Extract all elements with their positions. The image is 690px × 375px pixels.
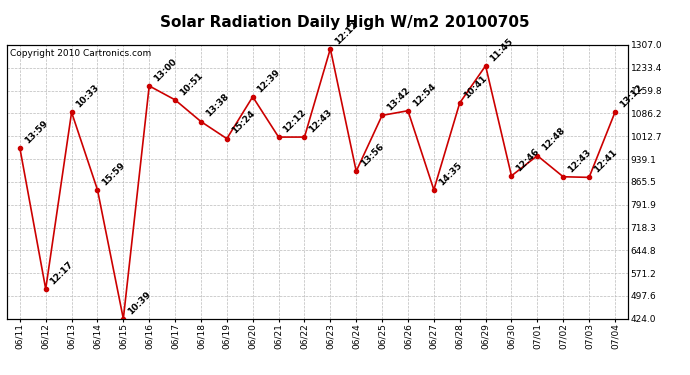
Text: 12:39: 12:39 xyxy=(255,67,282,94)
Text: 13:00: 13:00 xyxy=(152,57,179,83)
Text: 12:12: 12:12 xyxy=(333,20,359,46)
Text: Copyright 2010 Cartronics.com: Copyright 2010 Cartronics.com xyxy=(10,49,151,58)
Text: 14:35: 14:35 xyxy=(437,160,463,187)
Text: 13:12: 13:12 xyxy=(618,83,644,110)
Text: 10:51: 10:51 xyxy=(178,70,204,97)
Text: 10:39: 10:39 xyxy=(126,290,152,316)
Text: 10:41: 10:41 xyxy=(462,74,489,100)
Text: 12:41: 12:41 xyxy=(592,148,618,175)
Text: 13:42: 13:42 xyxy=(385,86,411,112)
Text: 12:12: 12:12 xyxy=(282,108,308,134)
Text: 15:24: 15:24 xyxy=(230,109,256,136)
Text: 12:48: 12:48 xyxy=(540,126,566,153)
Text: 13:56: 13:56 xyxy=(359,142,386,168)
Text: 12:43: 12:43 xyxy=(566,147,593,174)
Text: 12:54: 12:54 xyxy=(411,81,437,108)
Text: 12:43: 12:43 xyxy=(307,108,334,134)
Text: 10:33: 10:33 xyxy=(75,83,101,110)
Text: 13:59: 13:59 xyxy=(23,118,49,145)
Text: 12:17: 12:17 xyxy=(48,260,75,286)
Text: 13:38: 13:38 xyxy=(204,92,230,119)
Text: 11:45: 11:45 xyxy=(489,36,515,63)
Text: 12:46: 12:46 xyxy=(514,146,541,173)
Text: 15:59: 15:59 xyxy=(100,160,127,187)
Text: Solar Radiation Daily High W/m2 20100705: Solar Radiation Daily High W/m2 20100705 xyxy=(160,15,530,30)
